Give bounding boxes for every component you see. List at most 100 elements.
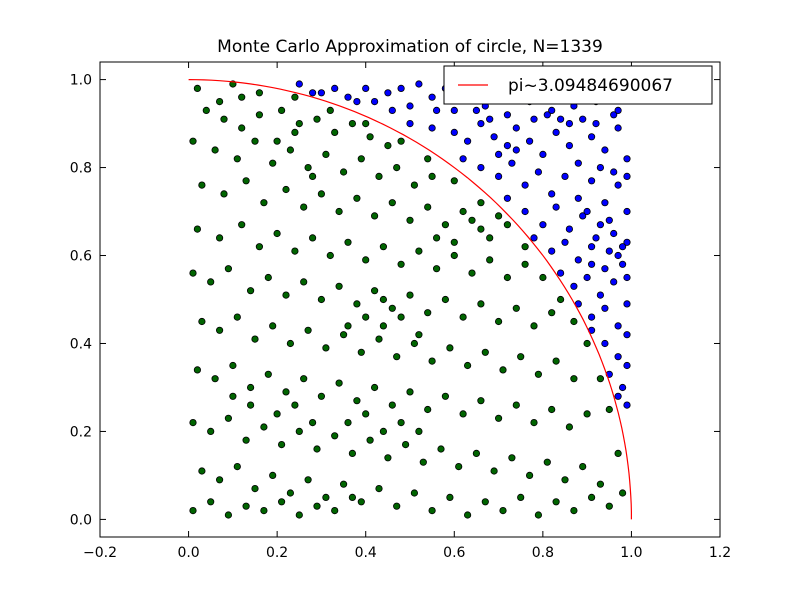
outside-point-104: [432, 106, 441, 115]
inside-point-89: [322, 344, 330, 352]
inside-point-88: [304, 326, 312, 334]
inside-point-225: [344, 418, 352, 427]
outside-point-17: [503, 111, 511, 119]
outside-point-112: [623, 172, 631, 180]
inside-point-199: [362, 120, 370, 128]
inside-point-6: [313, 115, 321, 123]
outside-point-10: [428, 93, 436, 101]
inside-point-174: [605, 502, 613, 510]
inside-point-32: [335, 207, 343, 216]
outside-point-75: [623, 273, 631, 282]
inside-point-170: [534, 511, 543, 519]
outside-point-107: [317, 89, 325, 97]
inside-point-161: [375, 484, 383, 493]
outside-point-117: [587, 260, 596, 268]
inside-point-3: [255, 111, 263, 119]
inside-point-36: [406, 216, 414, 224]
inside-point-224: [247, 401, 255, 409]
outside-point-69: [548, 247, 556, 255]
inside-point-104: [193, 366, 201, 374]
x-tick-label-5: 0.8: [532, 545, 554, 561]
inside-point-172: [570, 506, 578, 515]
outside-point-43: [601, 146, 609, 154]
x-tick-label-4: 0.6: [443, 545, 465, 561]
inside-point-202: [255, 89, 263, 97]
axis-ticks: [99, 62, 721, 537]
legend-box: [443, 65, 713, 105]
outside-point-86: [623, 331, 631, 339]
inside-point-98: [481, 348, 489, 356]
inside-point-0: [193, 84, 201, 93]
inside-point-159: [339, 480, 348, 488]
inside-point-72: [388, 304, 396, 312]
inside-point-118: [441, 392, 449, 400]
inside-point-106: [229, 361, 237, 370]
inside-point-217: [450, 238, 458, 246]
outside-point-68: [530, 234, 538, 242]
inside-point-108: [264, 370, 272, 378]
outside-point-32: [463, 137, 472, 145]
y-tick-labels: 0.0 0.2 0.4 0.6 0.8 1.0: [70, 73, 92, 529]
inside-point-152: [216, 476, 224, 484]
inside-point-99: [499, 366, 507, 374]
inside-point-40: [477, 225, 485, 233]
inside-point-111: [317, 392, 325, 400]
inside-point-127: [189, 418, 197, 427]
inside-point-87: [286, 339, 294, 348]
outside-point-56: [601, 199, 609, 207]
inside-point-187: [605, 405, 613, 414]
inside-point-47: [291, 247, 299, 255]
inside-point-147: [543, 458, 551, 466]
inside-point-53: [397, 260, 405, 268]
inside-point-189: [583, 339, 591, 348]
x-tick-label-2: 0.2: [266, 545, 288, 561]
inside-point-71: [370, 287, 379, 295]
inside-point-132: [277, 440, 286, 449]
inside-point-76: [459, 313, 467, 321]
outside-point-95: [565, 120, 574, 128]
inside-point-54: [415, 247, 423, 255]
inside-point-51: [362, 256, 370, 264]
inside-point-46: [273, 229, 281, 238]
inside-point-97: [463, 361, 472, 370]
inside-point-133: [295, 427, 303, 435]
x-tick-labels: −0.2 0.0 0.2 0.4 0.6 0.8 1.0 1.2: [83, 545, 731, 561]
outside-point-99: [530, 115, 538, 123]
inside-point-4: [277, 106, 286, 115]
inside-point-13: [233, 155, 241, 163]
outside-point-92: [618, 383, 627, 392]
outside-point-4: [362, 84, 370, 93]
outside-point-119: [618, 260, 627, 268]
inside-point-220: [273, 410, 281, 418]
inside-point-135: [331, 432, 339, 440]
inside-point-69: [335, 282, 343, 290]
inside-point-193: [521, 243, 529, 251]
outside-point-41: [574, 159, 582, 167]
inside-point-59: [503, 273, 511, 282]
outside-point-76: [556, 269, 565, 277]
outside-point-27: [614, 106, 622, 115]
inside-point-70: [353, 300, 361, 308]
inside-point-211: [291, 128, 299, 136]
inside-point-82: [198, 317, 206, 326]
outside-point-51: [534, 168, 543, 176]
inside-point-218: [468, 216, 476, 224]
inside-point-126: [583, 410, 591, 418]
inside-point-204: [379, 322, 387, 330]
inside-point-16: [286, 146, 294, 154]
inside-point-130: [242, 436, 250, 444]
inside-point-44: [238, 221, 246, 229]
inside-point-167: [481, 498, 489, 506]
inside-point-212: [308, 172, 317, 180]
inside-point-34: [370, 212, 379, 220]
outside-point-84: [601, 304, 609, 312]
inside-point-112: [335, 379, 343, 387]
inside-point-102: [552, 357, 560, 365]
inside-point-67: [300, 278, 308, 286]
inside-point-90: [339, 331, 348, 339]
outside-point-64: [579, 212, 587, 220]
inside-point-68: [317, 295, 325, 304]
inside-point-26: [220, 190, 228, 198]
inside-point-58: [486, 256, 494, 264]
